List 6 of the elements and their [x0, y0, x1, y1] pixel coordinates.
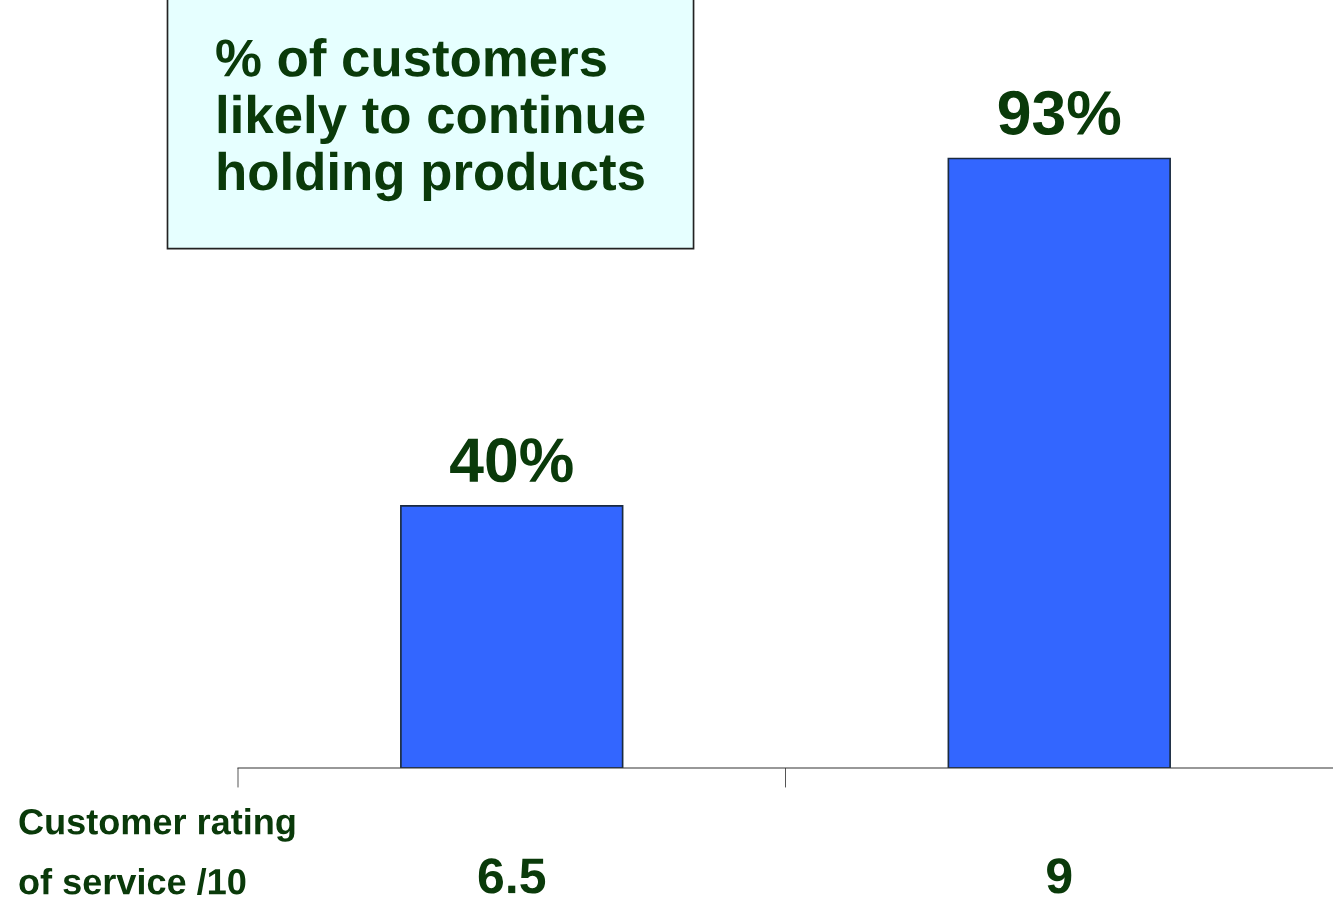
x-tick-label: 9 [1047, 858, 1072, 894]
x-tick-label: 6.5 [478, 858, 546, 894]
data-label: 40% [450, 438, 573, 483]
chart-title: % of customers likely to continue holding products [216, 38, 645, 202]
x-axis-title: Customer rating of service /10 [19, 808, 295, 895]
data-label: 93% [998, 90, 1121, 136]
